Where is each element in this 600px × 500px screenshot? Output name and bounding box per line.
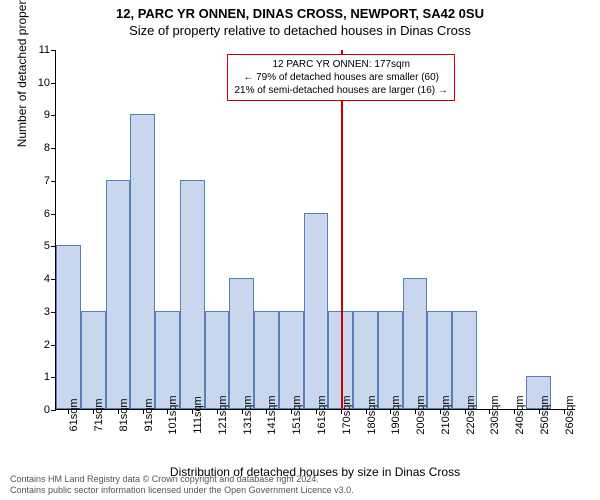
annotation-line: 21% of semi-detached houses are larger (… bbox=[234, 84, 447, 97]
chart-area: Number of detached properties 0123456789… bbox=[55, 50, 575, 410]
x-tick-label: 151sqm bbox=[291, 395, 303, 434]
bar bbox=[56, 245, 81, 409]
x-tick-label: 141sqm bbox=[266, 395, 278, 434]
y-axis-label: Number of detached properties bbox=[15, 0, 29, 147]
annotation-line: 12 PARC YR ONNEN: 177sqm bbox=[234, 58, 447, 71]
bar bbox=[353, 311, 378, 409]
x-tick-label: 230sqm bbox=[489, 395, 501, 434]
property-marker-line bbox=[341, 50, 343, 410]
x-tick-label: 260sqm bbox=[564, 395, 576, 434]
x-tick-label: 81sqm bbox=[118, 398, 130, 431]
bar bbox=[205, 311, 230, 409]
bar bbox=[81, 311, 106, 409]
plot-region: 0123456789101161sqm71sqm81sqm91sqm101sqm… bbox=[55, 50, 575, 410]
y-tick-label: 5 bbox=[22, 240, 50, 252]
x-tick-label: 71sqm bbox=[93, 398, 105, 431]
y-tick-label: 0 bbox=[22, 404, 50, 416]
bar bbox=[403, 278, 428, 409]
bar bbox=[279, 311, 304, 409]
title-subtitle: Size of property relative to detached ho… bbox=[0, 21, 600, 38]
x-tick-label: 61sqm bbox=[68, 398, 80, 431]
y-tick-mark bbox=[51, 83, 56, 84]
bar bbox=[427, 311, 452, 409]
bar bbox=[155, 311, 180, 409]
y-tick-label: 9 bbox=[22, 109, 50, 121]
bar bbox=[452, 311, 477, 409]
chart-container: 12, PARC YR ONNEN, DINAS CROSS, NEWPORT,… bbox=[0, 0, 600, 500]
y-tick-mark bbox=[51, 50, 56, 51]
y-tick-label: 10 bbox=[22, 77, 50, 89]
x-tick-label: 220sqm bbox=[465, 395, 477, 434]
x-tick-label: 121sqm bbox=[217, 395, 229, 434]
copyright-footer: Contains HM Land Registry data © Crown c… bbox=[10, 474, 354, 497]
x-tick-label: 190sqm bbox=[390, 395, 402, 434]
y-tick-label: 8 bbox=[22, 142, 50, 154]
y-tick-mark bbox=[51, 115, 56, 116]
annotation-box: 12 PARC YR ONNEN: 177sqm← 79% of detache… bbox=[227, 54, 454, 101]
bar bbox=[106, 180, 131, 409]
x-tick-label: 101sqm bbox=[167, 395, 179, 434]
bar bbox=[229, 278, 254, 409]
bar bbox=[180, 180, 205, 409]
y-tick-label: 4 bbox=[22, 273, 50, 285]
title-address: 12, PARC YR ONNEN, DINAS CROSS, NEWPORT,… bbox=[0, 0, 600, 21]
y-tick-label: 6 bbox=[22, 208, 50, 220]
y-tick-mark bbox=[51, 181, 56, 182]
x-tick-label: 161sqm bbox=[316, 395, 328, 434]
y-tick-mark bbox=[51, 148, 56, 149]
x-tick-label: 210sqm bbox=[440, 395, 452, 434]
bar bbox=[378, 311, 403, 409]
annotation-line: ← 79% of detached houses are smaller (60… bbox=[234, 71, 447, 84]
y-tick-label: 1 bbox=[22, 371, 50, 383]
x-tick-label: 250sqm bbox=[539, 395, 551, 434]
footer-line-2: Contains public sector information licen… bbox=[10, 485, 354, 496]
bar bbox=[254, 311, 279, 409]
x-tick-label: 131sqm bbox=[242, 395, 254, 434]
x-tick-label: 111sqm bbox=[192, 396, 204, 434]
y-tick-label: 3 bbox=[22, 306, 50, 318]
bar bbox=[130, 114, 155, 409]
y-tick-label: 11 bbox=[22, 44, 50, 56]
x-tick-label: 200sqm bbox=[415, 395, 427, 434]
y-tick-label: 2 bbox=[22, 339, 50, 351]
footer-line-1: Contains HM Land Registry data © Crown c… bbox=[10, 474, 354, 485]
y-tick-label: 7 bbox=[22, 175, 50, 187]
x-tick-label: 240sqm bbox=[514, 395, 526, 434]
x-tick-label: 91sqm bbox=[143, 398, 155, 431]
y-tick-mark bbox=[51, 214, 56, 215]
x-tick-label: 180sqm bbox=[366, 395, 378, 434]
y-tick-mark bbox=[51, 410, 56, 411]
bar bbox=[304, 213, 329, 409]
